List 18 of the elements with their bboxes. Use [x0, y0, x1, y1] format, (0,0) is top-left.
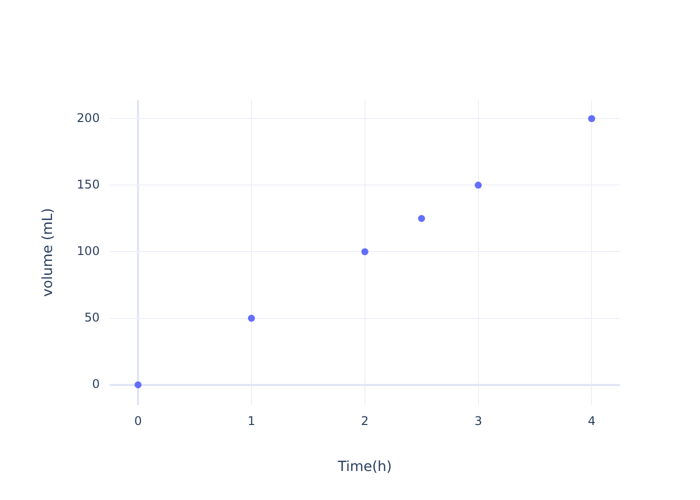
x-tick-label: 3 — [474, 414, 482, 428]
y-tick-label: 50 — [84, 310, 100, 324]
x-tick-label: 1 — [248, 414, 256, 428]
y-tick-label: 100 — [76, 244, 100, 258]
x-tick-label: 0 — [134, 414, 142, 428]
y-tick-label: 200 — [76, 110, 100, 125]
point — [474, 182, 482, 189]
point — [248, 314, 255, 322]
point — [418, 214, 426, 222]
x-axis-title: Time(h) — [336, 459, 392, 476]
point — [588, 115, 596, 122]
x-tick-label: 4 — [588, 414, 596, 428]
y-tick-label: 150 — [76, 177, 100, 192]
y-tick-label: 0 — [92, 376, 100, 391]
x-tick-label: 2 — [361, 414, 369, 428]
point — [361, 248, 368, 256]
y-axis-title: volume (mL) — [40, 208, 56, 297]
point — [134, 381, 142, 388]
